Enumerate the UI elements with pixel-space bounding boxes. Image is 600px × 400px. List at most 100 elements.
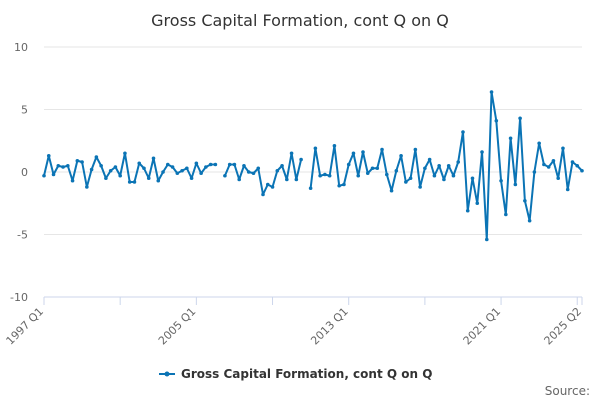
data-point <box>442 177 446 182</box>
data-point <box>142 166 146 171</box>
data-point <box>356 173 361 178</box>
data-point <box>446 163 451 168</box>
data-point <box>89 167 94 172</box>
data-point <box>451 173 456 178</box>
data-point <box>213 162 218 167</box>
data-point <box>423 166 427 171</box>
data-point <box>413 147 418 152</box>
data-point <box>251 171 256 176</box>
data-point <box>494 118 499 123</box>
data-point <box>465 208 470 213</box>
x-axis: 1997 Q1 2005 Q1 2013 Q1 2021 Q1 2025 Q2 <box>4 296 585 348</box>
data-point <box>470 176 475 181</box>
y-tick-label: -5 <box>17 229 28 242</box>
data-point <box>508 136 513 141</box>
data-point <box>232 162 237 167</box>
data-point <box>275 168 280 173</box>
data-point <box>80 160 84 164</box>
data-point <box>85 185 89 189</box>
data-point <box>127 180 132 184</box>
data-point <box>580 168 584 173</box>
data-point <box>204 165 208 169</box>
data-point <box>256 166 261 171</box>
series-line <box>223 152 303 196</box>
data-point <box>185 166 189 171</box>
data-point <box>180 168 184 173</box>
data-point <box>565 187 570 192</box>
data-point <box>375 166 380 171</box>
series-line <box>309 91 583 241</box>
data-point <box>199 171 203 176</box>
data-point <box>484 237 489 242</box>
data-point <box>208 162 213 167</box>
data-point <box>280 163 284 168</box>
data-point <box>156 178 161 183</box>
data-point <box>504 212 508 217</box>
data-point <box>489 90 494 94</box>
data-point <box>551 158 556 163</box>
data-point <box>165 162 170 167</box>
data-point <box>351 151 356 156</box>
data-point <box>175 171 180 176</box>
data-point <box>223 173 227 178</box>
data-point <box>575 163 580 168</box>
x-tick-label: 1997 Q1 <box>4 305 47 348</box>
data-point <box>99 163 103 168</box>
data-point <box>513 182 518 187</box>
data-point <box>75 158 80 163</box>
data-point <box>137 161 142 166</box>
y-tick-label: 5 <box>21 104 28 117</box>
data-point <box>365 171 370 176</box>
data-point <box>561 146 565 151</box>
data-point <box>56 163 61 168</box>
data-point <box>342 182 346 187</box>
data-point <box>123 151 127 156</box>
data-point <box>461 130 465 134</box>
data-point <box>384 172 389 177</box>
data-point <box>370 166 375 171</box>
x-tick-label: 2013 Q1 <box>308 305 351 348</box>
data-point <box>61 165 65 169</box>
data-point <box>289 151 294 156</box>
data-point <box>499 178 503 183</box>
data-point <box>146 176 151 181</box>
data-point <box>546 165 551 169</box>
data-point <box>70 178 75 183</box>
data-point <box>380 147 384 152</box>
data-point <box>437 163 441 168</box>
data-point <box>518 116 522 121</box>
data-point <box>456 160 461 164</box>
data-point <box>66 163 70 168</box>
data-point <box>418 185 422 189</box>
data-point <box>194 161 199 166</box>
data-point <box>327 173 332 178</box>
y-axis-labels: 10 5 0 -5 -10 <box>10 41 28 304</box>
data-point <box>189 176 194 181</box>
data-point <box>161 170 165 174</box>
x-tick-label: 2005 Q1 <box>156 305 199 348</box>
data-point <box>132 180 137 184</box>
data-point <box>394 168 399 173</box>
data-point <box>318 173 322 178</box>
legend-label[interactable]: Gross Capital Formation, cont Q on Q <box>181 367 432 381</box>
data-point <box>246 170 251 174</box>
series-layer <box>42 90 584 242</box>
y-tick-label: 0 <box>21 166 28 179</box>
data-point <box>104 176 108 181</box>
y-tick-label: -10 <box>10 291 28 304</box>
data-point <box>261 192 265 197</box>
data-point <box>475 201 480 206</box>
data-point <box>408 176 413 181</box>
legend[interactable]: Gross Capital Formation, cont Q on Q <box>159 367 432 381</box>
data-point <box>308 186 313 191</box>
data-point <box>237 177 242 182</box>
data-point <box>108 168 113 173</box>
data-point <box>151 156 156 161</box>
x-tick-label: 2025 Q2 <box>542 305 585 348</box>
data-point <box>270 185 275 189</box>
data-point <box>427 157 432 162</box>
data-point <box>556 176 560 181</box>
data-point <box>523 198 527 203</box>
